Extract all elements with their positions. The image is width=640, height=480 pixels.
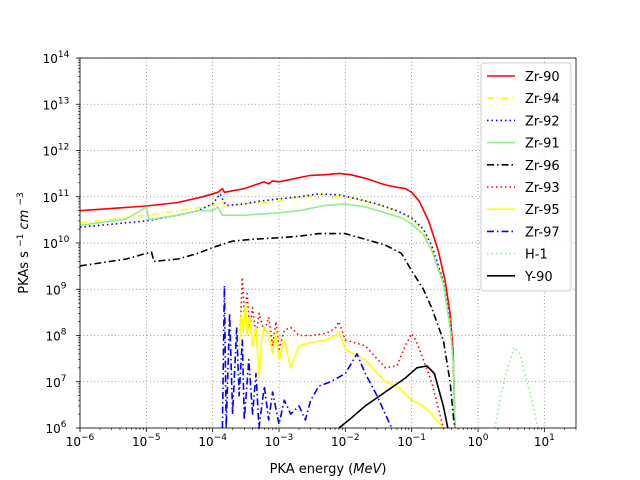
series-line-zr-95 bbox=[238, 302, 444, 429]
legend-entry: Zr-96 bbox=[525, 159, 560, 174]
y-tick-label: 1011 bbox=[43, 189, 70, 205]
legend-entry: Zr-90 bbox=[525, 70, 560, 85]
legend-entry: Y-90 bbox=[524, 270, 553, 285]
legend-entry: Zr-95 bbox=[525, 203, 560, 218]
legend-entry: H-1 bbox=[525, 248, 548, 263]
series-line-zr-94 bbox=[79, 194, 456, 429]
y-tick-label: 109 bbox=[45, 281, 66, 297]
series-line-h-1 bbox=[494, 346, 539, 429]
legend-entry: Zr-91 bbox=[525, 137, 560, 152]
x-tick-label: 10−3 bbox=[265, 433, 294, 449]
legend-entry: Zr-94 bbox=[525, 92, 560, 107]
legend-entry: Zr-97 bbox=[525, 225, 560, 240]
y-tick-label: 1010 bbox=[43, 235, 70, 251]
y-tick-label: 107 bbox=[45, 374, 66, 390]
x-tick-label: 10−2 bbox=[331, 433, 360, 449]
series-line-y-90 bbox=[338, 365, 449, 429]
y-axis-label-sup1: −1 bbox=[16, 234, 26, 247]
y-tick-label: 1013 bbox=[43, 96, 70, 112]
x-tick-label: 10−6 bbox=[66, 433, 95, 449]
series-lines bbox=[79, 172, 539, 429]
y-tick-label: 1012 bbox=[43, 143, 70, 159]
legend-entry: Zr-93 bbox=[525, 181, 560, 196]
x-tick-label: 10−4 bbox=[198, 433, 227, 449]
x-axis-label-text: PKA energy bbox=[270, 462, 345, 477]
y-tick-label: 106 bbox=[45, 420, 66, 436]
x-axis-label-unit: MeV bbox=[353, 462, 382, 477]
axis-ticks: 10−6 10−5 10−4 10−3 10−2 10−1 100 101 106 107 108 1… bbox=[43, 50, 577, 449]
legend: Zr-90 Zr-94 Zr-92 Zr-91 Zr-96 Zr-93 Zr-95 Zr-97… bbox=[480, 62, 572, 292]
legend-entry: Zr-92 bbox=[525, 114, 560, 129]
series-line-zr-96 bbox=[79, 232, 456, 429]
series-line-zr-92 bbox=[79, 193, 456, 429]
y-axis-label-unit: cm bbox=[17, 210, 32, 230]
x-tick-label: 101 bbox=[534, 433, 555, 449]
y-tick-label: 1014 bbox=[43, 50, 70, 66]
series-line-zr-97 bbox=[221, 284, 393, 429]
legend-box bbox=[480, 62, 572, 292]
x-tick-label: 100 bbox=[468, 433, 489, 449]
series-line-zr-90 bbox=[79, 172, 456, 429]
y-tick-label: 108 bbox=[45, 328, 66, 344]
x-tick-label: 10−1 bbox=[397, 433, 426, 449]
series-line-zr-91 bbox=[79, 203, 456, 429]
series-line-zr-93 bbox=[239, 276, 445, 429]
y-axis-label: PKAs s −1 cm −3 bbox=[12, 192, 32, 294]
x-tick-label: 10−5 bbox=[132, 433, 161, 449]
y-axis-label-text: PKAs s bbox=[17, 251, 32, 294]
x-axis-label: PKA energy (MeV) bbox=[270, 462, 387, 477]
y-axis-label-sup2: −3 bbox=[16, 192, 26, 205]
